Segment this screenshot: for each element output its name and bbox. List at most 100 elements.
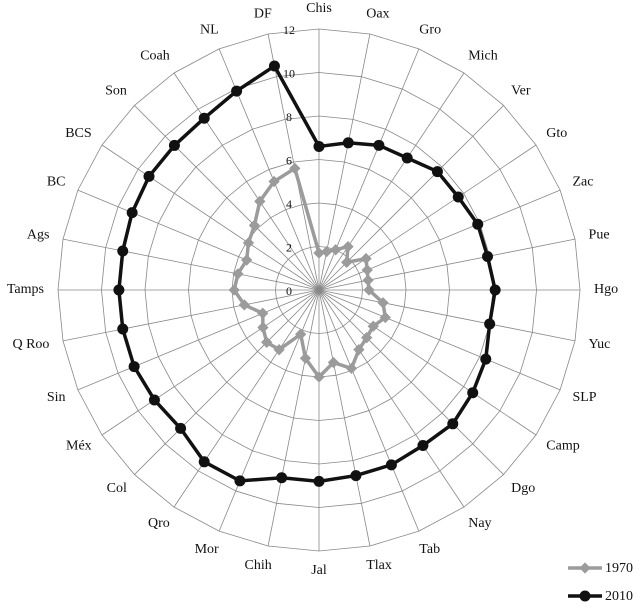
point — [345, 362, 358, 375]
category-label: Tamps — [7, 282, 44, 297]
point — [268, 60, 280, 72]
point — [361, 264, 373, 276]
spoke — [134, 105, 320, 291]
spoke — [318, 289, 561, 391]
category-label: Coah — [140, 49, 170, 64]
category-label: DF — [254, 7, 272, 22]
spoke — [318, 289, 465, 508]
point — [254, 195, 266, 208]
point — [231, 85, 243, 97]
point — [175, 422, 187, 434]
spoke — [318, 105, 504, 291]
point — [484, 318, 496, 330]
category-label: Nay — [468, 516, 491, 531]
point — [117, 245, 129, 257]
category-label: Ags — [27, 227, 50, 242]
category-label: Mich — [468, 49, 498, 64]
point — [417, 440, 429, 452]
category-label: SLP — [572, 390, 596, 405]
point — [299, 352, 312, 364]
category-label: Gro — [419, 23, 441, 38]
point — [241, 254, 253, 266]
point — [117, 323, 129, 335]
point — [242, 237, 255, 249]
point — [234, 475, 246, 487]
point — [342, 240, 354, 253]
point — [480, 353, 492, 365]
point — [329, 244, 342, 256]
point — [362, 274, 374, 286]
point — [257, 321, 269, 334]
spoke — [318, 289, 576, 342]
legend-marker — [579, 562, 591, 574]
point — [248, 219, 261, 232]
spoke — [218, 48, 320, 291]
point — [482, 250, 494, 262]
point — [148, 394, 160, 406]
r-tick-label: 2 — [286, 240, 292, 254]
spoke — [318, 289, 537, 436]
point — [238, 299, 250, 311]
r-tick-label: 8 — [286, 110, 292, 124]
category-label: Jal — [311, 563, 327, 578]
point — [313, 140, 325, 152]
spoke — [173, 72, 320, 291]
category-label: Mor — [195, 542, 219, 557]
point — [198, 112, 210, 124]
point — [360, 252, 372, 265]
point — [447, 418, 459, 430]
category-label: Qro — [148, 516, 170, 531]
point — [289, 162, 301, 175]
point — [313, 247, 325, 259]
spoke — [318, 238, 576, 291]
point — [350, 470, 362, 482]
category-label: Chih — [245, 558, 272, 573]
point — [379, 311, 391, 324]
spoke — [62, 238, 320, 291]
category-label: Oax — [366, 7, 389, 22]
point — [128, 361, 140, 373]
spoke — [318, 48, 420, 291]
category-label: Hgo — [594, 282, 618, 297]
category-label: Pue — [589, 227, 610, 242]
spoke — [318, 289, 504, 475]
point — [320, 245, 333, 258]
category-label: Tlax — [366, 558, 392, 573]
point — [232, 268, 244, 280]
category-label: Méx — [66, 438, 92, 453]
spoke — [267, 33, 320, 291]
point — [367, 320, 379, 332]
category-label: Sin — [47, 390, 66, 405]
point — [143, 170, 155, 182]
spoke — [318, 72, 465, 291]
point — [113, 284, 125, 296]
point — [168, 139, 180, 151]
spoke — [318, 289, 420, 532]
point — [276, 472, 288, 484]
r-tick-label: 4 — [286, 197, 292, 211]
point — [261, 336, 273, 348]
spoke — [77, 289, 320, 391]
category-label: Yuc — [589, 337, 611, 352]
r-tick-label: 12 — [283, 23, 295, 37]
category-label: Zac — [572, 175, 593, 190]
r-tick-label: 0 — [286, 284, 292, 298]
point — [313, 371, 325, 383]
legend-marker — [579, 590, 591, 602]
legend-label: 2010 — [605, 589, 633, 604]
point — [401, 152, 413, 164]
spoke — [318, 189, 561, 291]
category-label: BC — [47, 175, 66, 190]
point — [472, 218, 484, 230]
category-label: Son — [105, 84, 127, 99]
r-tick-label: 6 — [286, 153, 292, 167]
spoke — [77, 189, 320, 291]
category-label: Q Roo — [12, 337, 49, 352]
category-label: Camp — [546, 438, 579, 453]
point — [377, 297, 389, 309]
point — [341, 256, 353, 268]
category-label: Ver — [511, 84, 531, 99]
spoke — [267, 289, 320, 547]
point — [467, 387, 479, 399]
category-label: BCS — [65, 126, 91, 141]
